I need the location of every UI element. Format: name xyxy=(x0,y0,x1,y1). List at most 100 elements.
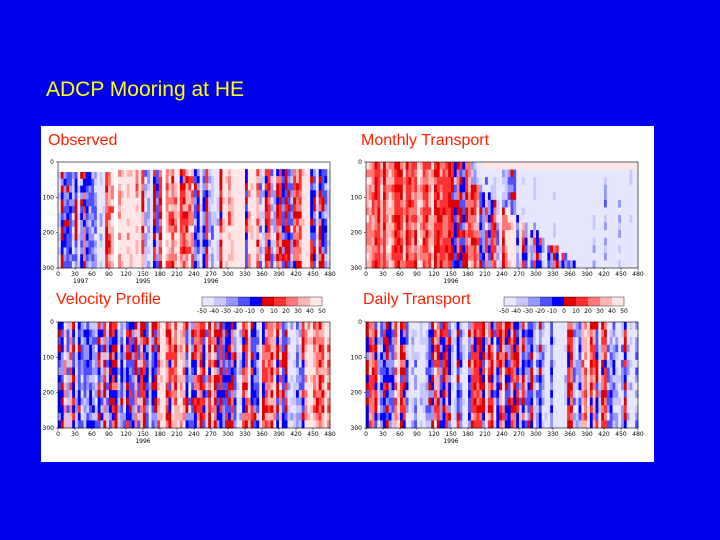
heatmap-cell xyxy=(94,261,98,269)
heatmap-cell xyxy=(298,382,303,391)
heatmap-cell xyxy=(97,352,101,361)
heatmap-cell xyxy=(77,199,81,207)
heatmap-cell xyxy=(632,260,636,269)
heatmap-cell xyxy=(94,226,98,235)
heatmap-cell xyxy=(179,218,184,226)
heatmap-cell xyxy=(445,207,449,216)
heatmap-cell xyxy=(502,344,506,353)
heatmap-cell xyxy=(150,260,154,269)
heatmap-cell xyxy=(400,260,404,269)
heatmap-cell xyxy=(151,367,155,376)
heatmap-cell xyxy=(102,233,106,241)
heatmap-cell xyxy=(129,169,134,178)
heatmap-cell xyxy=(126,190,131,199)
heatmap-cell xyxy=(91,178,95,187)
heatmap-cell xyxy=(80,219,84,228)
heatmap-cell xyxy=(547,245,551,254)
heatmap-cell xyxy=(103,420,107,429)
heatmap-cell xyxy=(400,177,404,186)
heatmap-cell xyxy=(290,169,294,177)
heatmap-cell xyxy=(442,199,446,208)
heatmap-cell xyxy=(609,252,613,261)
heatmap-cell xyxy=(519,375,523,383)
heatmap-cell xyxy=(145,412,150,421)
heatmap-cell xyxy=(493,222,497,231)
heatmap-cell xyxy=(245,420,249,429)
heatmap-cell xyxy=(296,183,300,191)
heatmap-cell xyxy=(499,245,503,254)
heatmap-cell xyxy=(213,420,218,429)
heatmap-cell xyxy=(307,352,311,361)
heatmap-cell xyxy=(99,185,103,193)
heatmap-cell xyxy=(168,420,172,429)
heatmap-cell xyxy=(69,382,73,391)
heatmap-cell xyxy=(179,352,184,361)
heatmap-cell xyxy=(157,337,161,346)
heatmap-cell xyxy=(194,169,198,177)
heatmap-cell xyxy=(318,329,322,338)
heatmap-cell xyxy=(629,230,633,239)
heatmap-cell xyxy=(397,412,401,421)
heatmap-cell xyxy=(196,337,201,346)
heatmap-cell xyxy=(230,218,235,226)
heatmap-cell xyxy=(383,192,387,201)
heatmap-cell xyxy=(191,397,195,406)
heatmap-cell xyxy=(80,199,84,207)
heatmap-cell xyxy=(216,190,220,198)
heatmap-cell xyxy=(519,215,523,223)
heatmap-cell xyxy=(519,420,523,429)
heatmap-cell xyxy=(507,367,511,376)
heatmap-cell xyxy=(527,390,531,399)
heatmap-cell xyxy=(77,405,82,414)
heatmap-cell xyxy=(230,397,235,406)
heatmap-cell xyxy=(598,245,602,254)
heatmap-cell xyxy=(470,329,475,338)
heatmap-cell xyxy=(445,260,449,269)
heatmap-cell xyxy=(388,230,392,239)
heatmap-cell xyxy=(635,169,639,178)
heatmap-cell xyxy=(408,337,412,346)
heatmap-cell xyxy=(132,218,136,227)
heatmap-cell xyxy=(270,352,274,361)
heatmap-cell xyxy=(530,252,534,261)
heatmap-cell xyxy=(222,204,226,212)
heatmap-cell xyxy=(208,169,212,177)
heatmap-cell xyxy=(77,375,82,383)
heatmap-cell xyxy=(470,177,475,186)
heatmap-cell xyxy=(499,215,503,223)
heatmap-cell xyxy=(453,222,458,231)
heatmap-cell xyxy=(264,176,269,184)
heatmap-cell xyxy=(126,382,130,391)
heatmap-cell xyxy=(419,252,424,261)
heatmap-cell xyxy=(135,176,139,185)
heatmap-cell xyxy=(219,232,223,241)
heatmap-cell xyxy=(177,211,181,219)
heatmap-cell xyxy=(134,390,138,399)
heatmap-cell xyxy=(391,162,395,170)
heatmap-cell xyxy=(267,211,271,219)
heatmap-cell xyxy=(276,420,280,429)
heatmap-cell xyxy=(428,382,432,391)
heatmap-cell xyxy=(609,192,613,201)
heatmap-cell xyxy=(162,420,167,429)
heatmap-cell xyxy=(63,261,67,269)
heatmap-cell xyxy=(281,225,286,234)
heatmap-cell xyxy=(419,405,424,414)
heatmap-cell xyxy=(425,375,429,383)
heatmap-cell xyxy=(516,412,520,421)
heatmap-cell xyxy=(239,397,243,406)
heatmap-cell xyxy=(75,337,79,346)
x-tick-label: 90 xyxy=(105,431,113,438)
heatmap-cell xyxy=(110,219,114,228)
heatmap-cell xyxy=(296,352,300,361)
heatmap-cell xyxy=(442,252,446,261)
heatmap-cell xyxy=(194,352,198,361)
heatmap-cell xyxy=(468,344,472,353)
heatmap-cell xyxy=(157,352,161,361)
heatmap-cell xyxy=(262,183,266,191)
heatmap-cell xyxy=(408,215,412,223)
heatmap-cell xyxy=(117,397,121,406)
heatmap-cell xyxy=(298,337,303,346)
heatmap-cell xyxy=(485,420,489,429)
heatmap-cell xyxy=(507,352,511,361)
